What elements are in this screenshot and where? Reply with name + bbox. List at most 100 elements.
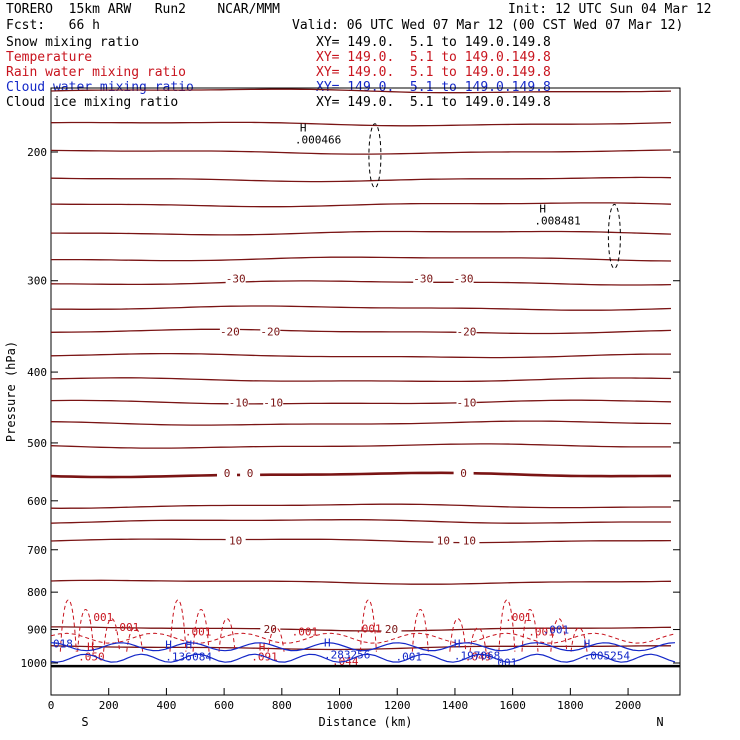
rain-contour <box>449 618 467 652</box>
isotherm-line <box>51 305 672 311</box>
temperature-label: -30 <box>226 273 246 286</box>
temperature-label: 10 <box>463 535 476 548</box>
rain-label: .001 <box>113 621 140 634</box>
temperature-label: -30 <box>413 273 433 286</box>
rain-label: .001 <box>87 611 114 624</box>
x-tick-label: 1800 <box>557 699 584 712</box>
cloud-water-max-value: .197068 <box>454 650 500 663</box>
cloud-ice-max-value: .008481 <box>534 214 580 227</box>
y-axis-label: Pressure (hPa) <box>4 341 18 442</box>
plot-frame <box>50 87 681 696</box>
temperature-label: 10 <box>437 535 450 548</box>
rain-label: .001 <box>528 625 555 638</box>
isotherm-line <box>51 420 672 426</box>
cloud-ice-max-value: .000466 <box>295 134 341 147</box>
temperature-label: 0 <box>460 467 467 480</box>
xy-line-temperature: XY= 149.0. 5.1 to 149.0.149.8 <box>316 50 551 65</box>
isotherm-line <box>51 88 672 94</box>
rain-contour <box>550 618 568 652</box>
temperature-label-bg <box>219 325 240 337</box>
x-tick-label: 1000 <box>326 699 353 712</box>
cloud-water-max-marker: H <box>584 638 591 651</box>
x-tick-label: 1600 <box>499 699 526 712</box>
x-tick-label: 400 <box>156 699 176 712</box>
rain-contour <box>218 618 236 652</box>
temperature-label: -20 <box>220 325 240 338</box>
legend-cloud-ice: Cloud ice mixing ratio <box>6 95 179 110</box>
cloud-water-label: .001 <box>491 656 518 669</box>
temperature-label-bg <box>459 534 480 546</box>
temperature-label: 10 <box>229 535 242 548</box>
rain-contour <box>77 609 95 652</box>
isotherm-line <box>51 328 672 335</box>
isotherm-line <box>51 377 672 383</box>
temperature-label: -20 <box>260 325 280 338</box>
init-time: Init: 12 UTC Sun 04 Mar 12 <box>508 2 712 17</box>
y-tick-label: 600 <box>27 495 47 508</box>
model-title: TORERO 15km ARW Run2 NCAR/MMM <box>6 2 280 17</box>
rain-contour <box>59 599 77 652</box>
temperature-label-bg <box>225 272 246 284</box>
rain-max-marker: H <box>87 641 94 654</box>
cloud-ice-max-marker: H <box>300 122 307 135</box>
temperature-label-bg <box>456 325 477 337</box>
isotherm-line <box>51 443 671 449</box>
legend-rain: Rain water mixing ratio <box>6 65 187 80</box>
plot-area: -30 -30 -30 -20 -20 -20 -10 -10 -10 0 0 0 10 10 10 20 20… <box>46 59 680 669</box>
temperature-label-bg <box>456 396 477 408</box>
y-tick-label: 200 <box>27 146 47 159</box>
x-axis-label: Distance (km) <box>319 715 413 729</box>
temperature-label-bg <box>453 272 474 284</box>
temperature-label-bg <box>260 325 281 337</box>
x-tick-label: 600 <box>214 699 234 712</box>
cloud-water-max-marker: H <box>454 638 461 651</box>
cloud-water-max-value: .005254 <box>584 650 631 663</box>
rain-label: .001 <box>185 625 212 638</box>
rain-contour <box>469 627 487 652</box>
rain-label: .001 <box>505 611 532 624</box>
temperature-label: 0 <box>224 467 231 480</box>
temperature-label-bg <box>433 534 454 546</box>
temperature-label-bg <box>260 622 281 634</box>
temperature-label: 0 <box>247 467 254 480</box>
temperature-label-bg <box>381 622 402 634</box>
isotherm-line <box>51 399 672 405</box>
rain-contour <box>359 599 377 652</box>
isotherm-line <box>51 176 672 183</box>
temperature-label-bg <box>240 467 261 479</box>
rain-contour <box>169 599 187 652</box>
temperature-label-bg <box>217 467 238 479</box>
xy-line-rain: XY= 149.0. 5.1 to 149.0.149.8 <box>316 65 551 80</box>
isotherm-line <box>51 626 672 632</box>
temperature-label: 20 <box>264 623 277 636</box>
cloud-water-max-marker: H <box>324 637 331 650</box>
cloud-water-contour <box>51 653 676 663</box>
cloud-ice-contour <box>368 123 382 189</box>
x-tick-label: 1200 <box>384 699 411 712</box>
temperature-label: -10 <box>457 396 477 409</box>
rain-label: .001 <box>292 625 319 638</box>
legend-snow: Snow mixing ratio <box>6 35 140 50</box>
rain-contour <box>411 609 429 652</box>
cloud-water-label: .018 <box>46 637 73 650</box>
temperature-label-bg <box>413 272 434 284</box>
cloud-water-max-value: .136 <box>165 651 192 664</box>
cloud-ice-max-marker: H <box>539 202 546 215</box>
rain-contour <box>498 599 516 652</box>
forecast-hour: Fcst: 66 h <box>6 18 100 33</box>
isotherm-line <box>51 59 671 62</box>
y-tick-label: 1000 <box>21 657 48 670</box>
north-label: N <box>656 715 663 729</box>
rain-max-marker: H <box>259 641 266 654</box>
cloud-ice-contour <box>607 203 621 269</box>
cloud-water-label: .001 <box>543 624 570 637</box>
xy-line-cloud-ice: XY= 149.0. 5.1 to 149.0.149.8 <box>316 95 551 110</box>
y-tick-label: 400 <box>27 366 47 379</box>
temperature-label-bg <box>453 467 474 479</box>
temperature-label: -30 <box>454 273 474 286</box>
y-tick-label: 500 <box>27 437 47 450</box>
xy-line-snow: XY= 149.0. 5.1 to 149.0.149.8 <box>316 35 551 50</box>
rain-contour <box>103 618 121 652</box>
rain-contour-base <box>51 632 676 644</box>
